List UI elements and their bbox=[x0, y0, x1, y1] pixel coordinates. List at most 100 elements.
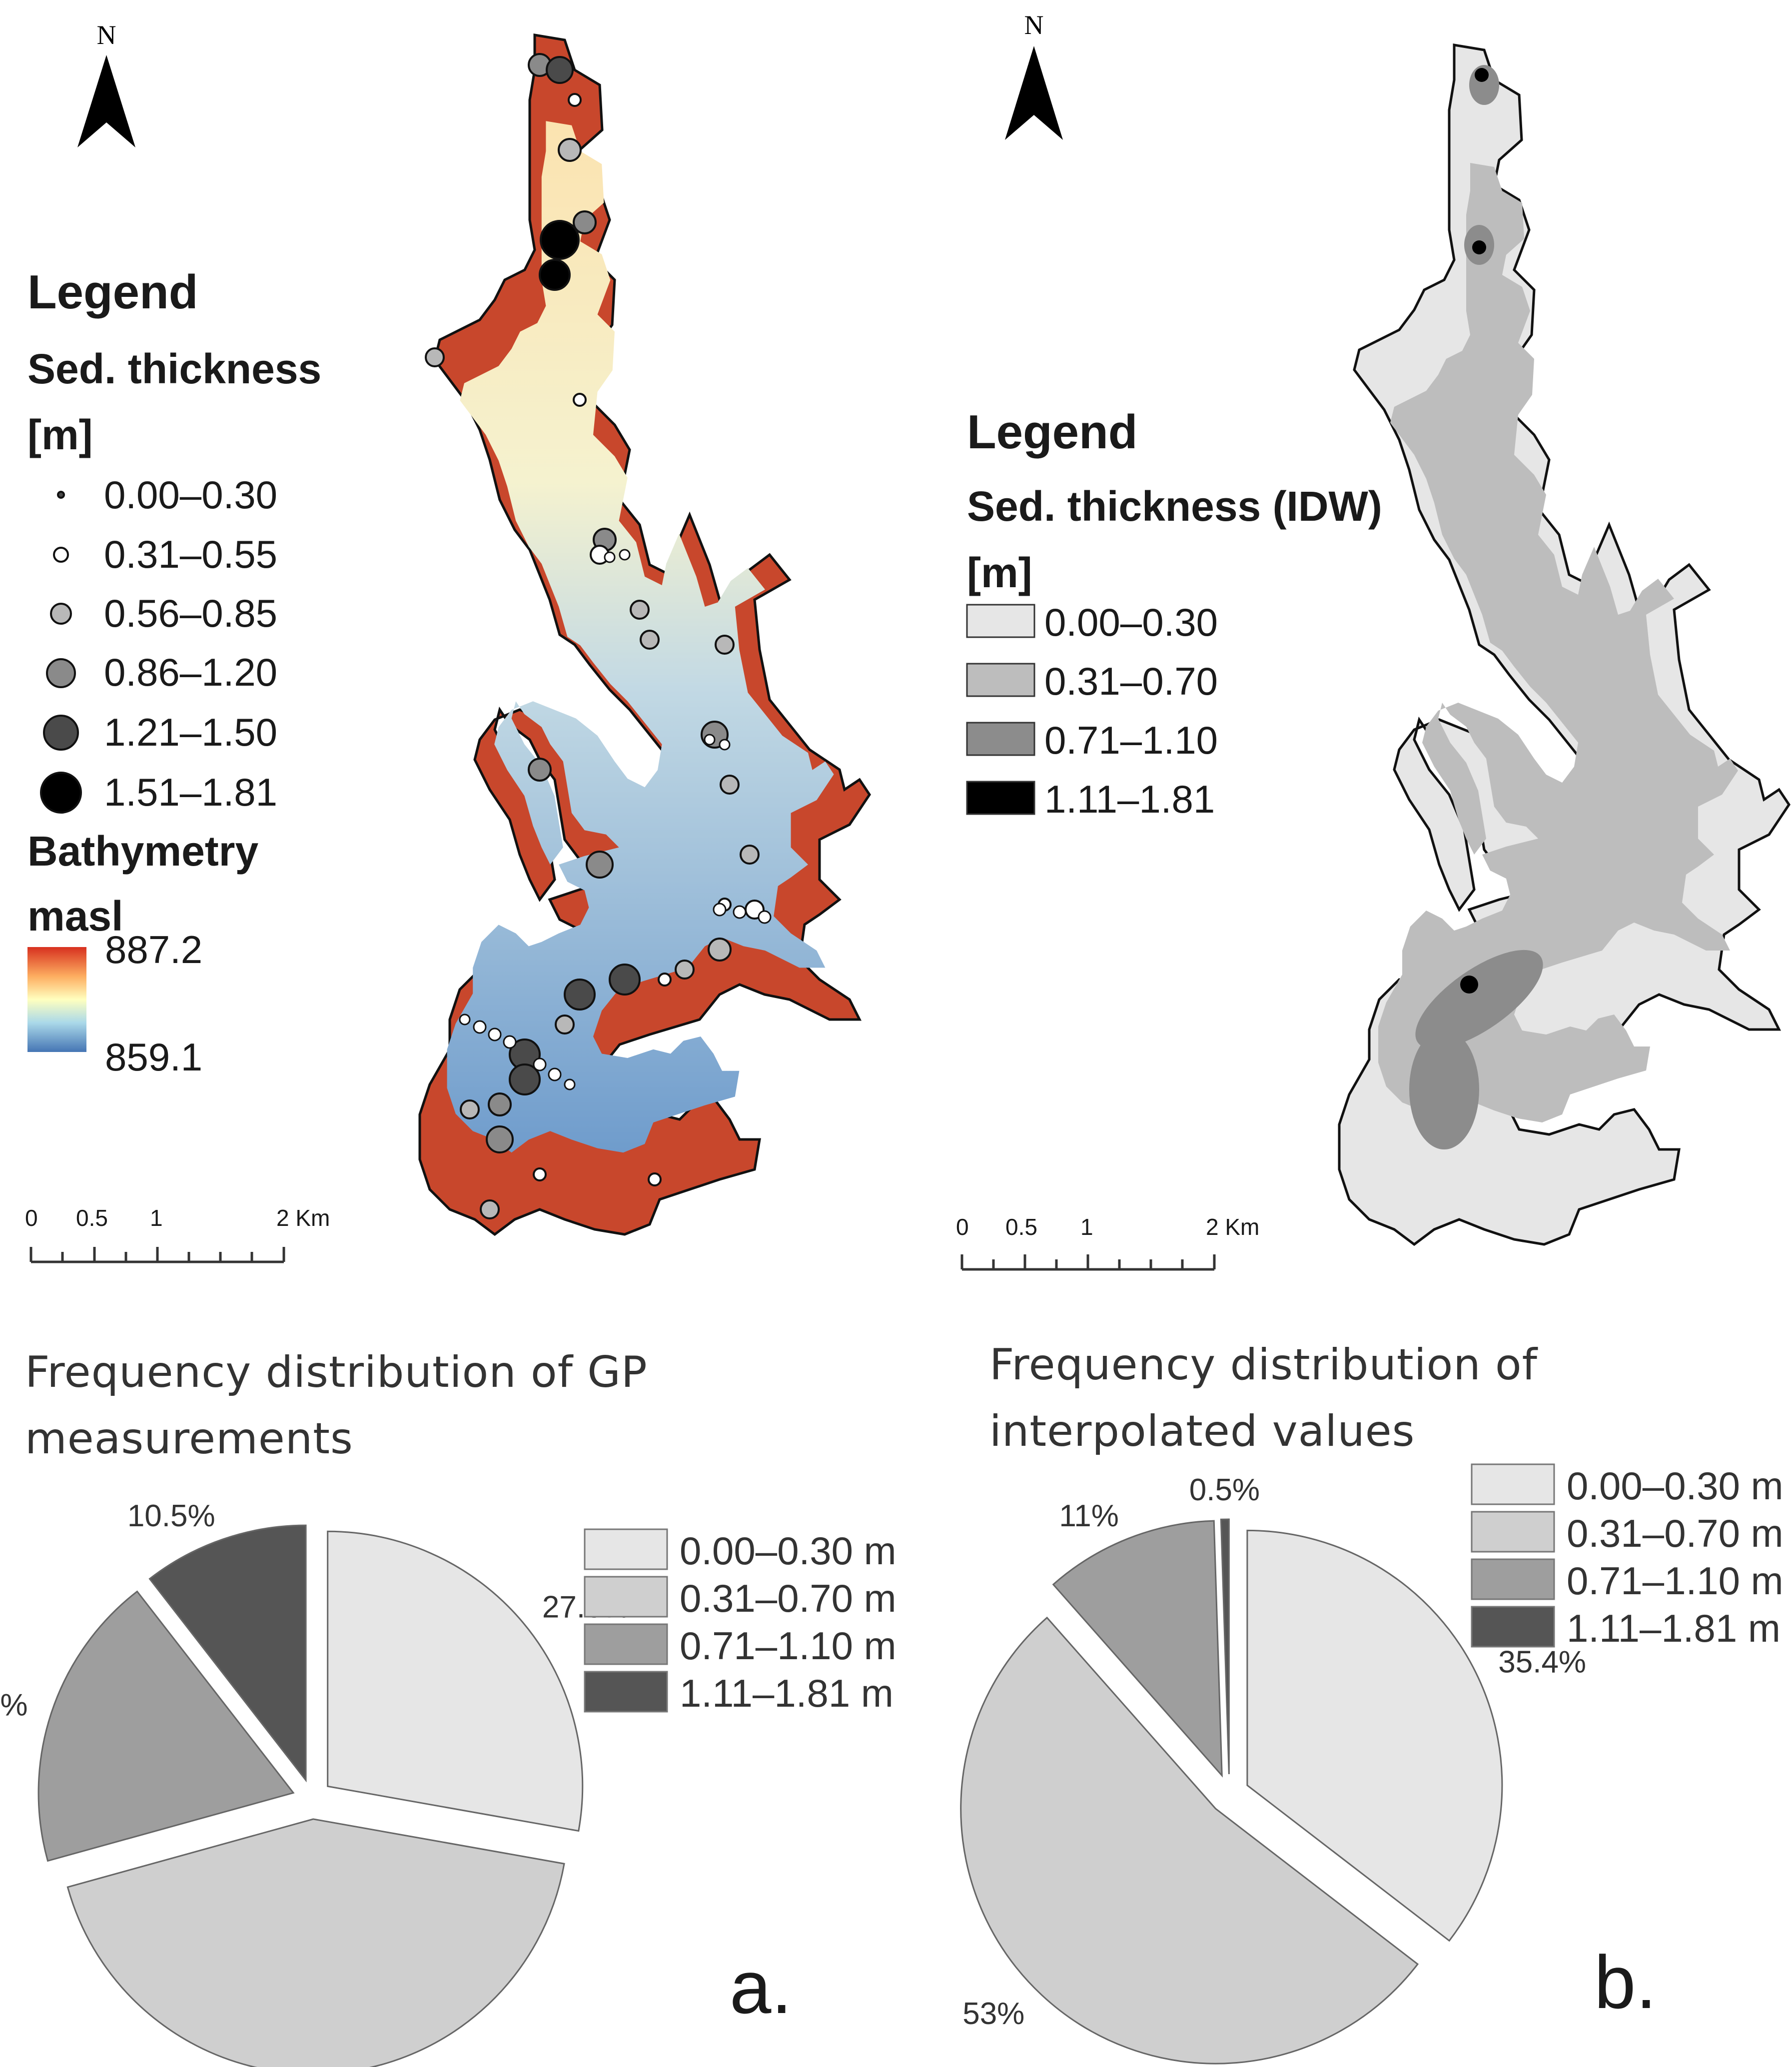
legend-swatch-1 bbox=[966, 663, 1035, 697]
bathymetry-min: 859.1 bbox=[105, 1035, 203, 1079]
legend-swatch-3 bbox=[966, 781, 1035, 815]
pie-data-label-2: 18.8% bbox=[0, 1688, 28, 1723]
sample-point bbox=[503, 1035, 517, 1049]
sample-point bbox=[648, 1172, 662, 1186]
legend-title: Legend bbox=[967, 405, 1138, 459]
sample-point bbox=[713, 903, 727, 917]
legend-symbol-2 bbox=[50, 603, 72, 625]
sample-point bbox=[558, 138, 582, 162]
north-label: N bbox=[97, 20, 116, 50]
pie-slice-3 bbox=[148, 1524, 307, 1783]
pie-a-legend-label: 1.11–1.81 m bbox=[680, 1671, 894, 1715]
idw-deep-zone bbox=[1409, 1030, 1479, 1149]
idw-thick-spot bbox=[1460, 976, 1478, 994]
sed-thickness-unit: [m] bbox=[27, 411, 93, 458]
legend-swatch-0 bbox=[1471, 1463, 1555, 1505]
sample-point bbox=[640, 630, 660, 650]
pie-data-label-2: 11% bbox=[1059, 1499, 1119, 1533]
sample-points bbox=[425, 53, 765, 1219]
legend-symbol-5 bbox=[40, 772, 82, 814]
scale-label: 2 Km bbox=[276, 1205, 330, 1231]
sed-thickness-title: Sed. thickness bbox=[27, 345, 322, 392]
sample-point bbox=[564, 979, 596, 1011]
scale-label: 0 bbox=[25, 1205, 38, 1231]
legend-swatch-1 bbox=[584, 1576, 668, 1618]
bathymetry-unit: masl bbox=[27, 893, 123, 940]
pie-data-label-0: 35.4% bbox=[1498, 1645, 1586, 1680]
sample-point bbox=[630, 600, 650, 620]
idw-class-label: 1.11–1.81 bbox=[1044, 777, 1215, 821]
pie-a-title: Frequency distribution of GP measurement… bbox=[25, 1339, 648, 1473]
sample-point bbox=[486, 1125, 514, 1153]
scale-bar-b bbox=[960, 1254, 1216, 1271]
pie-a-title-line1: Frequency distribution of GP bbox=[25, 1347, 648, 1397]
pie-slice-3 bbox=[1220, 1518, 1230, 1775]
sample-point bbox=[528, 758, 552, 782]
pie-slice-1 bbox=[960, 1616, 1419, 2065]
legend-swatch-1 bbox=[1471, 1511, 1555, 1553]
idw-class-label: 0.71–1.10 bbox=[1044, 718, 1218, 762]
sample-point bbox=[539, 259, 571, 291]
legend-swatch-2 bbox=[584, 1623, 668, 1665]
sample-point bbox=[720, 775, 740, 795]
north-arrow-b: N bbox=[1005, 10, 1063, 140]
sample-point bbox=[740, 845, 760, 865]
sed-class-label: 0.00–0.30 bbox=[104, 473, 278, 517]
legend-swatch-2 bbox=[966, 722, 1035, 756]
pie-b-legend-label: 0.31–0.70 m bbox=[1567, 1511, 1784, 1555]
idw-thick-spot bbox=[1475, 68, 1489, 82]
sample-point bbox=[564, 1078, 576, 1090]
pie-a-legend-label: 0.31–0.70 m bbox=[680, 1576, 896, 1620]
sample-point bbox=[488, 1028, 502, 1041]
legend-swatch-3 bbox=[584, 1671, 668, 1713]
scale-label: 1 bbox=[150, 1205, 163, 1231]
pie-chart-gp: 27.8%42.9%18.8%10.5% bbox=[0, 1499, 630, 2067]
sample-point bbox=[425, 347, 445, 367]
pie-b-legend-label: 0.00–0.30 m bbox=[1567, 1464, 1784, 1508]
pie-slice-0 bbox=[1246, 1529, 1503, 1942]
legend-swatch-0 bbox=[966, 604, 1035, 638]
north-label: N bbox=[1024, 10, 1044, 40]
sed-class-label: 0.31–0.55 bbox=[104, 532, 278, 576]
pie-data-label-1: 53% bbox=[962, 1997, 1024, 2031]
sample-point bbox=[509, 1063, 541, 1095]
pie-slice-1 bbox=[66, 1818, 565, 2067]
sample-point bbox=[573, 210, 597, 234]
sample-point bbox=[719, 739, 731, 751]
sample-point bbox=[488, 1092, 512, 1116]
bathymetry-map bbox=[420, 35, 870, 1234]
idw-class-label: 0.00–0.30 bbox=[1044, 600, 1218, 644]
pie-a-legend-label: 0.00–0.30 m bbox=[680, 1529, 896, 1573]
sample-point bbox=[609, 964, 641, 996]
sample-point bbox=[715, 635, 735, 655]
pie-slice-0 bbox=[327, 1530, 584, 1832]
pie-chart-interpolated: 35.4% 53% 11% 0.5% bbox=[960, 1473, 1586, 2065]
sample-point bbox=[533, 1167, 547, 1181]
sample-point bbox=[555, 1015, 575, 1034]
sed-class-label: 1.21–1.50 bbox=[104, 710, 278, 754]
bathymetry-max: 887.2 bbox=[105, 928, 203, 972]
idw-title: Sed. thickness (IDW) bbox=[967, 483, 1382, 530]
idw-legend-swatches bbox=[966, 604, 1035, 815]
sample-point bbox=[604, 551, 616, 563]
scale-bar-a bbox=[29, 1247, 285, 1263]
scale-label: 1 bbox=[1080, 1214, 1093, 1240]
north-arrow-a: N bbox=[77, 20, 135, 147]
legend-symbol-0 bbox=[57, 491, 65, 499]
pie-slice-2 bbox=[1052, 1520, 1223, 1778]
bathymetry-title: Bathymetry bbox=[27, 828, 259, 875]
pie-b-title-line2: interpolated values bbox=[989, 1406, 1415, 1457]
sample-point bbox=[658, 973, 672, 987]
bathymetry-color-ramp bbox=[27, 947, 86, 1052]
sample-point bbox=[473, 1020, 487, 1034]
pie-b-legend-label: 1.11–1.81 m bbox=[1567, 1606, 1781, 1650]
pie-data-label-3: 0.5% bbox=[1189, 1473, 1260, 1507]
idw-map bbox=[1339, 45, 1789, 1244]
panel-label-b: b. bbox=[1594, 1940, 1657, 2024]
sed-class-label: 1.51–1.81 bbox=[104, 770, 278, 814]
scale-label: 2 Km bbox=[1206, 1214, 1260, 1240]
pie-data-label-3: 10.5% bbox=[127, 1499, 215, 1533]
sample-point bbox=[480, 1199, 500, 1219]
legend-swatch-0 bbox=[584, 1528, 668, 1570]
